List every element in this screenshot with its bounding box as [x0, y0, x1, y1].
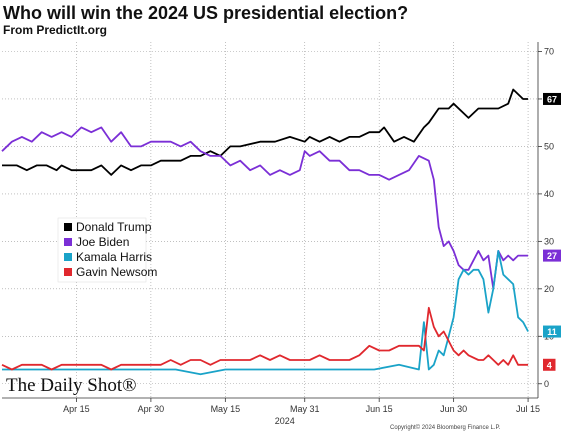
chart-title: Who will win the 2024 US presidential el…: [3, 3, 409, 23]
end-label-box-gavin-newsom: [543, 358, 556, 371]
end-label-gavin-newsom: 4: [547, 360, 552, 370]
legend-swatch-gavin-newsom: [64, 268, 72, 276]
series-lines: [1, 88, 529, 376]
legend-label-joe-biden: Joe Biden: [76, 235, 129, 249]
y-tick-label: 70: [544, 46, 554, 56]
x-tick-label: May 15: [211, 404, 241, 414]
x-tick-label: Apr 15: [63, 404, 90, 414]
x-axis-year-label: 2024: [275, 416, 295, 426]
legend-swatch-joe-biden: [64, 238, 72, 246]
series-line-gavin-newsom: [1, 306, 529, 371]
legend-swatch-kamala-harris: [64, 253, 72, 261]
chart-subtitle: From PredictIt.org: [3, 23, 108, 37]
end-label-kamala-harris: 11: [547, 327, 557, 337]
end-label-box-joe-biden: [543, 249, 561, 262]
x-tick-label: May 31: [290, 404, 320, 414]
legend-label-donald-trump: Donald Trump: [76, 220, 152, 234]
legend-swatch-donald-trump: [64, 223, 72, 231]
legend-label-gavin-newsom: Gavin Newsom: [76, 265, 157, 279]
copyright-note: Copyright© 2024 Bloomberg Finance L.P.: [390, 425, 501, 431]
series-line-joe-biden: [1, 126, 529, 290]
x-tick-label: Jun 30: [440, 404, 467, 414]
end-label-joe-biden: 27: [547, 251, 557, 261]
end-label-box-donald-trump: [543, 92, 561, 105]
x-tick-label: Jun 15: [366, 404, 393, 414]
legend-label-kamala-harris: Kamala Harris: [76, 250, 152, 264]
y-tick-label: 40: [544, 189, 554, 199]
end-label-donald-trump: 67: [547, 94, 557, 104]
brand-logo: The Daily Shot®: [6, 375, 137, 396]
series-line-donald-trump: [2, 88, 529, 176]
y-tick-label: 0: [544, 379, 549, 389]
series-line-kamala-harris: [2, 249, 529, 376]
grid-lines: [2, 42, 538, 398]
y-tick-label: 20: [544, 284, 554, 294]
end-label-box-kamala-harris: [543, 325, 561, 338]
y-tick-label: 50: [544, 141, 554, 151]
x-tick-label: Apr 30: [138, 404, 165, 414]
y-tick-label: 30: [544, 236, 554, 246]
end-labels: 67 27 11 4: [543, 92, 561, 371]
x-tick-label: Jul 15: [516, 404, 540, 414]
legend-box: [57, 217, 147, 283]
